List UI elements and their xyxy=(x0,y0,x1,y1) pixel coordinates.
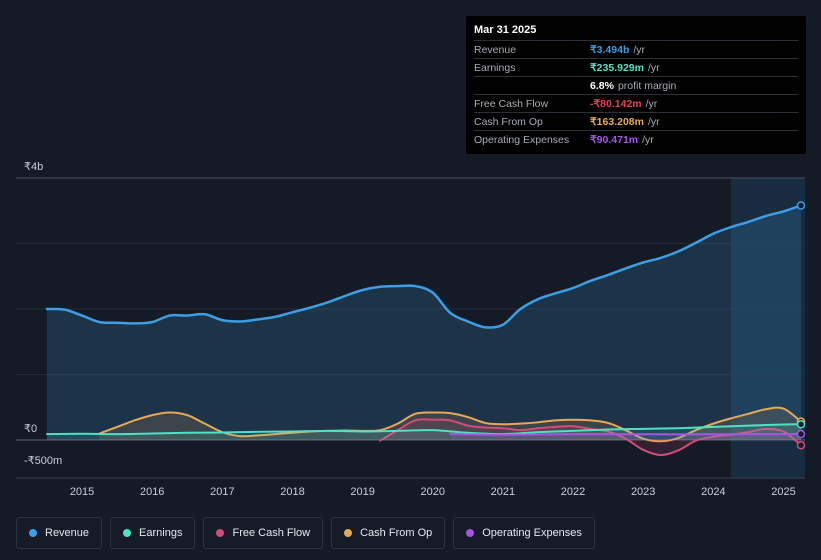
tooltip-label: Operating Expenses xyxy=(474,133,570,146)
x-tick-label: 2022 xyxy=(561,486,585,498)
y-tick-label: ₹0 xyxy=(24,423,37,435)
earnings-end-marker xyxy=(796,420,806,429)
revenue-area xyxy=(47,205,801,440)
y-tick-label: ₹4b xyxy=(24,161,43,173)
free-cash-flow-end-marker xyxy=(796,440,806,450)
x-tick-label: 2015 xyxy=(70,486,94,498)
operating-expenses-end-marker xyxy=(796,429,806,439)
tooltip-label: Cash From Op xyxy=(474,115,543,128)
legend-dot-icon xyxy=(123,529,132,537)
tooltip-row: 6.8% profit margin xyxy=(474,76,798,94)
legend-dot-icon xyxy=(466,529,475,537)
x-tick-label: 2025 xyxy=(771,486,795,498)
y-tick-label: -₹500m xyxy=(24,455,62,467)
x-tick-label: 2016 xyxy=(140,486,164,498)
tooltip-value: ₹3.494b xyxy=(590,43,630,56)
legend-item-cash-from-op[interactable]: Cash From Op xyxy=(331,517,446,549)
legend-item-operating-expenses[interactable]: Operating Expenses xyxy=(453,517,595,549)
legend-dot-icon xyxy=(29,529,37,537)
tooltip-value: 6.8% xyxy=(590,79,614,92)
tooltip-label: Free Cash Flow xyxy=(474,97,549,110)
cash-from-op-area xyxy=(99,407,801,442)
tooltip-value: -₹80.142m xyxy=(590,97,642,110)
tooltip-row: Free Cash Flow -₹80.142m/yr xyxy=(474,94,798,112)
legend-item-revenue[interactable]: Revenue xyxy=(16,517,103,549)
legend-label: Revenue xyxy=(45,527,90,539)
revenue-end-marker xyxy=(796,201,806,210)
tooltip-unit: /yr xyxy=(633,43,646,56)
tooltip-label: Revenue xyxy=(474,43,517,56)
tooltip-row: Revenue ₹3.494b/yr xyxy=(474,40,798,58)
legend-dot-icon xyxy=(216,529,225,537)
legend-item-free-cash-flow[interactable]: Free Cash Flow xyxy=(203,517,324,549)
legend-label: Earnings xyxy=(139,527,183,539)
tooltip-unit: profit margin xyxy=(617,79,677,92)
x-tick-label: 2019 xyxy=(350,486,374,498)
tooltip-value: ₹163.208m xyxy=(590,115,644,128)
tooltip-unit: /yr xyxy=(642,133,654,146)
legend-item-earnings[interactable]: Earnings xyxy=(110,517,196,549)
x-tick-label: 2020 xyxy=(421,486,445,498)
tooltip-unit: /yr xyxy=(647,115,660,128)
revenue-line xyxy=(45,204,803,329)
operating-expenses-area xyxy=(450,434,801,440)
tooltip-row: Cash From Op ₹163.208m/yr xyxy=(474,112,798,130)
legend: Revenue Earnings Free Cash Flow Cash From O… xyxy=(16,517,595,549)
tooltip-label: Earnings xyxy=(474,61,516,74)
operating-expenses-line xyxy=(449,433,802,436)
x-tick-label: 2024 xyxy=(701,486,725,498)
x-tick-label: 2023 xyxy=(631,486,655,498)
tooltip-value: ₹90.471m xyxy=(590,133,639,146)
tooltip-unit: /yr xyxy=(645,97,658,110)
tooltip: Mar 31 2025 Revenue ₹3.494b/yr Earnings ₹23… xyxy=(466,16,806,154)
tooltip-row: Earnings ₹235.929m/yr xyxy=(474,58,798,76)
x-tick-label: 2018 xyxy=(280,486,304,498)
earnings-line xyxy=(46,423,802,436)
tooltip-date: Mar 31 2025 xyxy=(474,24,537,36)
legend-label: Cash From Op xyxy=(360,527,433,539)
legend-dot-icon xyxy=(344,529,353,537)
tooltip-value: ₹235.929m xyxy=(590,61,644,74)
cash-from-op-line xyxy=(98,406,802,443)
tooltip-row: Operating Expenses ₹90.471m/yr xyxy=(474,130,798,148)
earnings-area xyxy=(47,424,801,440)
legend-label: Operating Expenses xyxy=(482,527,582,539)
x-tick-label: 2017 xyxy=(210,486,234,498)
tooltip-unit: /yr xyxy=(647,61,660,74)
x-tick-label: 2021 xyxy=(491,486,515,498)
legend-label: Free Cash Flow xyxy=(232,527,311,539)
